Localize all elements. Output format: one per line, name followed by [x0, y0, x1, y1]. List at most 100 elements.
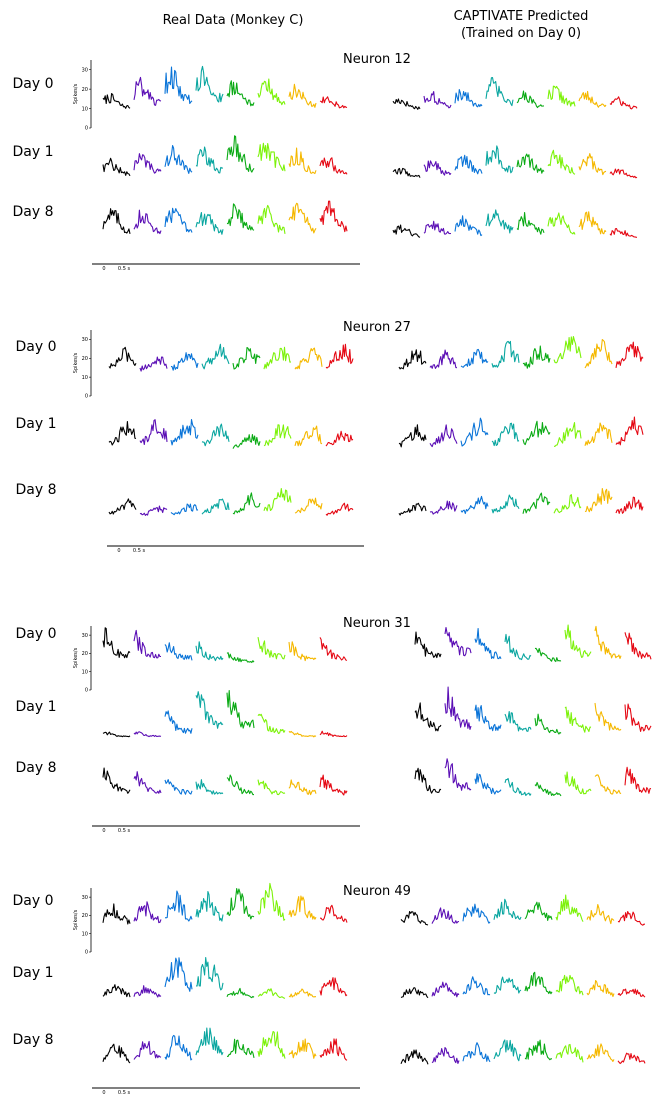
- trace-predicted-day8-cond8: [624, 766, 652, 794]
- trace-real-day1-cond4: [195, 957, 224, 991]
- trace-real-day0-cond6: [257, 636, 286, 660]
- trace-predicted-day0-cond7: [586, 903, 615, 925]
- trace-predicted-day8-cond2: [429, 500, 458, 515]
- y-tick-label: 20: [82, 87, 88, 93]
- day-label: Day 1: [15, 699, 56, 715]
- trace-predicted-day8-cond1: [392, 224, 421, 238]
- trace-predicted-day1-cond6: [547, 149, 576, 175]
- trace-real-day1-cond3: [164, 145, 193, 174]
- trace-predicted-day8-cond6: [564, 771, 592, 795]
- day-label: Day 0: [15, 626, 56, 642]
- trace-real-day8-cond2: [133, 1040, 162, 1060]
- trace-predicted-day0-cond1: [414, 631, 442, 659]
- trace-predicted-day1-cond1: [392, 167, 421, 178]
- time-tick-label: 0.5 s: [118, 828, 131, 834]
- left-panel-header: Real Data (Monkey C): [163, 13, 304, 28]
- trace-real-day0-cond7: [288, 641, 317, 662]
- y-tick-label: 10: [82, 375, 88, 381]
- trace-predicted-day8-cond7: [584, 487, 613, 513]
- neuron-block-2: Neuron 27 Spikes/s 0 10 20 30 0 0.5 s Day 0 Day 1…: [15, 320, 644, 554]
- trace-real-day1-cond1: [102, 157, 131, 177]
- time-tick-label: 0: [102, 266, 105, 272]
- trace-real-day1-cond6: [257, 988, 286, 999]
- day-label: Day 8: [15, 482, 56, 498]
- trace-real-day0-cond6: [257, 882, 286, 921]
- trace-real-day8-cond1: [102, 208, 131, 235]
- trace-real-day8-cond5: [226, 1038, 255, 1059]
- trace-real-day0-cond6: [263, 346, 292, 370]
- trace-predicted-day0-cond3: [460, 348, 489, 368]
- trace-real-day0-cond3: [164, 890, 193, 922]
- trace-real-day0-cond5: [226, 80, 255, 107]
- day-label: Day 0: [15, 339, 56, 355]
- trace-real-day0-cond8: [319, 96, 348, 109]
- trace-predicted-day0-cond3: [474, 627, 502, 660]
- trace-predicted-day8-cond5: [522, 492, 551, 514]
- trace-real-day1-cond3: [164, 957, 193, 992]
- trace-predicted-day1-cond2: [423, 160, 452, 176]
- y-axis-label: Spikes/s: [73, 83, 79, 104]
- trace-real-day1-cond5: [232, 434, 261, 449]
- trace-real-day8-cond1: [102, 1043, 131, 1064]
- trace-real-day1-cond4: [195, 691, 224, 729]
- trace-real-day0-cond1: [102, 627, 131, 659]
- day-label: Day 8: [15, 760, 56, 776]
- trace-real-day0-cond4: [201, 343, 230, 370]
- trace-predicted-day0-cond2: [431, 907, 460, 924]
- trace-predicted-day8-cond4: [493, 1039, 522, 1062]
- trace-predicted-day1-cond3: [460, 417, 489, 447]
- trace-real-day8-cond4: [195, 211, 224, 235]
- neuron-title: Neuron 12: [343, 52, 411, 67]
- y-tick-label: 30: [82, 895, 88, 901]
- trace-predicted-day1-cond8: [615, 416, 644, 446]
- y-tick-label: 30: [82, 337, 88, 343]
- trace-real-day0-cond1: [108, 346, 137, 369]
- trace-real-day8-cond8: [319, 774, 348, 796]
- trace-real-day1-cond1: [102, 984, 131, 998]
- trace-predicted-day1-cond6: [564, 706, 592, 733]
- neuron-title: Neuron 31: [343, 616, 411, 631]
- trace-real-day8-cond2: [133, 209, 162, 235]
- trace-predicted-day0-cond2: [423, 91, 452, 109]
- trace-real-day8-cond3: [164, 207, 193, 233]
- trace-predicted-day0-cond4: [504, 633, 532, 661]
- y-tick-label: 10: [82, 669, 88, 675]
- y-tick-label: 10: [82, 106, 88, 112]
- trace-real-day0-cond2: [133, 901, 162, 924]
- day-label: Day 1: [12, 965, 53, 981]
- trace-predicted-day0-cond1: [392, 98, 421, 110]
- trace-real-day1-cond4: [195, 146, 224, 174]
- trace-predicted-day8-cond4: [504, 777, 532, 797]
- trace-real-day8-cond6: [257, 204, 286, 234]
- trace-real-day0-cond4: [195, 65, 224, 103]
- trace-predicted-day8-cond5: [516, 211, 545, 235]
- y-tick-label: 20: [82, 913, 88, 919]
- trace-real-day1-cond2: [133, 731, 162, 738]
- trace-predicted-day1-cond4: [493, 976, 522, 994]
- trace-predicted-day8-cond8: [615, 496, 644, 514]
- trace-predicted-day8-cond3: [462, 1042, 491, 1063]
- trace-predicted-day0-cond7: [584, 338, 613, 369]
- trace-real-day8-cond1: [108, 498, 137, 515]
- time-tick-label: 0.5 s: [118, 266, 131, 272]
- trace-predicted-day8-cond6: [553, 494, 582, 514]
- y-tick-label: 30: [82, 67, 88, 73]
- trace-predicted-day1-cond8: [624, 703, 652, 732]
- trace-predicted-day1-cond4: [504, 711, 532, 732]
- day-label: Day 1: [12, 144, 53, 160]
- neuron-title: Neuron 27: [343, 320, 411, 335]
- trace-predicted-day8-cond8: [609, 228, 638, 238]
- trace-real-day0-cond3: [170, 352, 199, 371]
- y-tick-label: 20: [82, 356, 88, 362]
- trace-real-day8-cond6: [257, 779, 286, 796]
- trace-real-day8-cond2: [139, 505, 168, 516]
- trace-predicted-day8-cond7: [578, 211, 607, 235]
- y-tick-label: 0: [85, 688, 88, 694]
- trace-real-day1-cond7: [288, 988, 316, 998]
- trace-predicted-day0-cond4: [493, 898, 522, 920]
- trace-real-day8-cond5: [232, 492, 261, 515]
- trace-predicted-day1-cond2: [444, 686, 472, 730]
- trace-predicted-day0-cond1: [400, 910, 429, 926]
- trace-real-day8-cond7: [288, 202, 317, 234]
